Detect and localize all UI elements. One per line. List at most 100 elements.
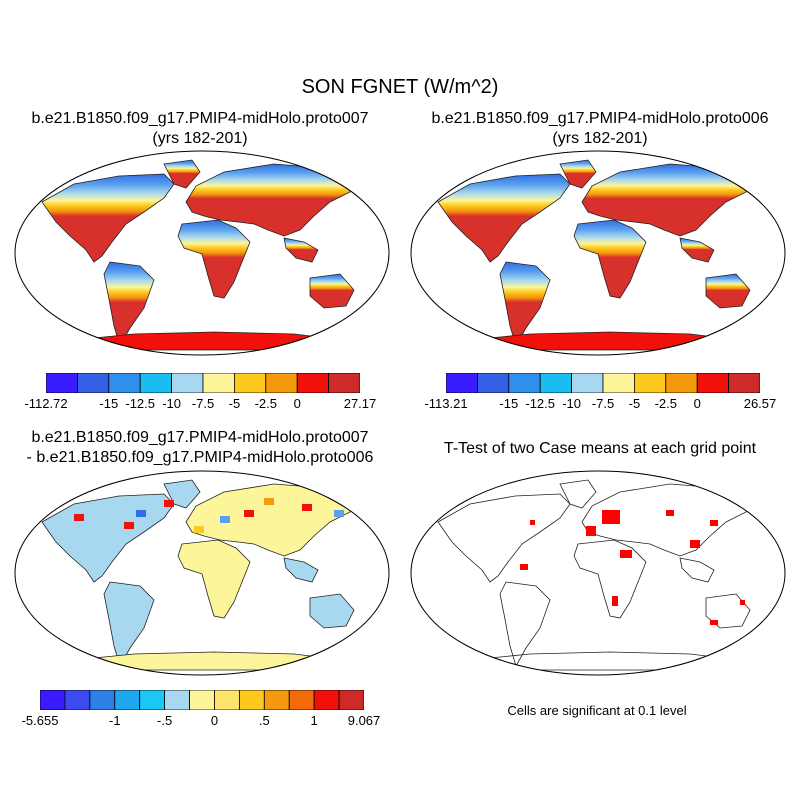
panel-3-title-line1: b.e21.B1850.f09_g17.PMIP4-midHolo.proto0… [31, 429, 369, 446]
panel-4-title: T-Test of two Case means at each grid po… [443, 440, 757, 457]
colorbar-tick-label: -.5 [157, 713, 173, 728]
map-case-proto006 [410, 150, 786, 356]
colorbar-box [633, 373, 667, 393]
panel-1-title: b.e21.B1850.f09_g17.PMIP4-midHolo.proto0… [0, 109, 400, 149]
colorbar-tick-label: -112.72 [24, 396, 68, 411]
landmass-africa [177, 539, 251, 619]
colorbar-box [139, 373, 172, 393]
significant-cell [710, 520, 718, 526]
landmass-australia [309, 593, 355, 629]
figure-title: SON FGNET (W/m^2) [301, 76, 499, 98]
diff-patch [220, 516, 230, 523]
coastline-antarctica [469, 651, 741, 671]
significance-note: Cells are significant at 0.1 level [507, 703, 687, 718]
diff-patch [302, 504, 312, 511]
colorbar-box [265, 373, 298, 393]
map-border [14, 150, 390, 356]
coastline-samerica [499, 581, 551, 668]
landmass-seasia [283, 557, 319, 583]
landmass-africa [573, 219, 647, 299]
colorbar-box [89, 690, 116, 710]
colorbar-box [696, 373, 729, 393]
colorbar-difference [40, 690, 364, 710]
diff-patch [244, 510, 254, 517]
colorbar-tick-label: .5 [258, 713, 270, 728]
coastline-namerica [437, 493, 571, 583]
colorbar-tick-label: -7.5 [191, 396, 215, 411]
colorbar-box [202, 373, 235, 393]
significant-cell [612, 596, 618, 606]
colorbar-tick-label: 27.17 [343, 396, 377, 411]
landmass-antarctica [73, 651, 345, 671]
significant-cell [602, 510, 620, 524]
diff-patch [194, 526, 204, 533]
colorbar-tick-label: -1 [108, 713, 121, 728]
colorbar-tick-label: -15 [99, 396, 119, 411]
significant-cell [690, 540, 700, 548]
colorbar-box [328, 373, 360, 393]
significant-cell [620, 550, 632, 558]
significant-cell [690, 662, 704, 667]
landmass-seasia [283, 237, 319, 263]
colorbar-box [508, 373, 541, 393]
diff-patch [164, 500, 174, 507]
colorbar-box [214, 690, 240, 710]
landmass-australia [309, 273, 355, 309]
colorbar-box [164, 690, 190, 710]
diff-patch [264, 498, 274, 505]
coastline-eurasia [581, 483, 751, 557]
colorbar-tick-label: 0 [693, 396, 701, 411]
colorbar-box [238, 690, 265, 710]
colorbar-tick-label: 1 [310, 713, 318, 728]
landmass-greenland [163, 159, 201, 189]
colorbar-tick-label: 9.067 [347, 713, 381, 728]
landmass-namerica [437, 173, 571, 263]
diff-patch [136, 510, 146, 517]
diff-patch [74, 514, 84, 521]
colorbar-box [571, 373, 604, 393]
colorbar-box [728, 373, 760, 393]
map-border [410, 470, 786, 676]
colorbar-box [108, 373, 141, 393]
colorbar-box [171, 373, 204, 393]
coastline-australia [705, 593, 751, 629]
colorbar-tick-label: -2.5 [254, 396, 277, 411]
significant-cell [530, 520, 535, 525]
coastline-africa [573, 539, 647, 619]
colorbar-box [446, 373, 478, 393]
colorbar-box [233, 373, 267, 393]
colorbar-box [338, 690, 364, 710]
colorbar-box [602, 373, 635, 393]
colorbar-tick-label: -10 [162, 396, 181, 411]
colorbar-tick-label: -12.5 [525, 396, 556, 411]
colorbar-box [40, 690, 66, 710]
colorbar-tick-label: -7.5 [591, 396, 615, 411]
colorbar-box [288, 690, 315, 710]
panel-2-title-line2: (yrs 182-201) [552, 130, 648, 147]
colorbar-tick-label: -5 [228, 396, 241, 411]
colorbar-box [263, 690, 290, 710]
colorbar-tick-label: -15 [499, 396, 519, 411]
diff-patch [334, 510, 344, 517]
colorbar-box [139, 690, 166, 710]
map-case-proto007 [14, 150, 390, 356]
panel-3-title-line2: - b.e21.B1850.f09_g17.PMIP4-midHolo.prot… [26, 449, 374, 466]
colorbar-box [665, 373, 698, 393]
colorbar-proto006 [446, 373, 760, 393]
diff-patch [124, 522, 134, 529]
significant-cell [666, 510, 674, 516]
colorbar-box [64, 690, 91, 710]
colorbar-tick-label: -5 [628, 396, 641, 411]
panel-2-title: b.e21.B1850.f09_g17.PMIP4-midHolo.proto0… [400, 109, 800, 149]
colorbar-box [76, 373, 110, 393]
landmass-greenland [559, 159, 597, 189]
landmass-africa [177, 219, 251, 299]
significant-cell [586, 526, 596, 536]
colorbar-tick-label: -10 [562, 396, 581, 411]
map-border [410, 150, 786, 356]
map-ttest-significance [410, 470, 786, 676]
colorbar-box [313, 690, 340, 710]
colorbar-box [296, 373, 329, 393]
colorbar-proto007 [46, 373, 360, 393]
landmass-antarctica [469, 331, 741, 351]
